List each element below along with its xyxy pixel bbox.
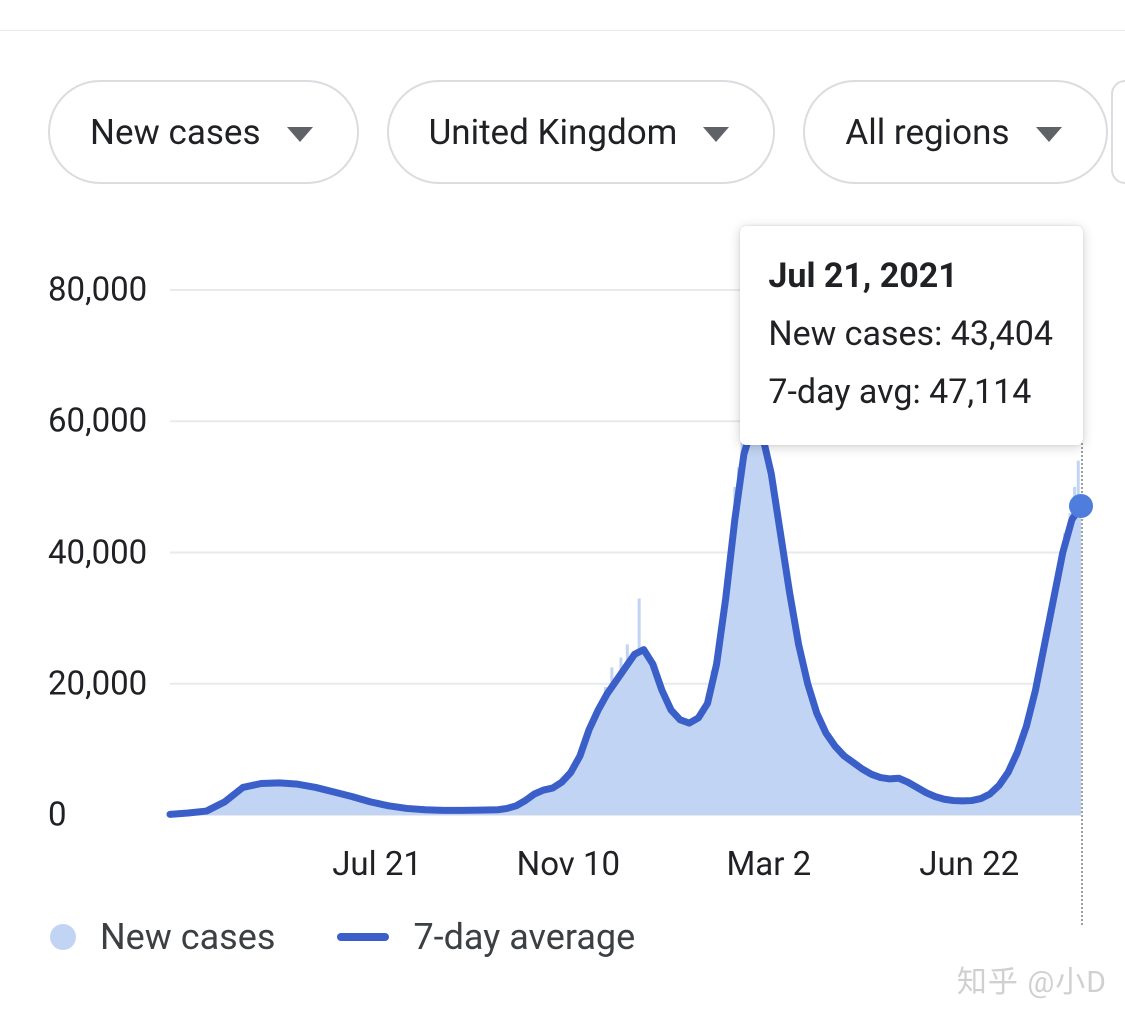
legend-label-newcases: New cases <box>100 916 275 958</box>
filter-overflow[interactable] <box>1111 80 1125 184</box>
x-axis-tick: Jun 22 <box>919 845 1019 884</box>
y-axis-tick: 80,000 <box>48 271 147 310</box>
filter-location-label: United Kingdom <box>429 112 678 153</box>
hover-marker <box>1069 494 1093 518</box>
filter-metric[interactable]: New cases <box>48 80 359 184</box>
tooltip: Jul 21, 2021 New cases: 43,404 7-day avg… <box>740 226 1083 445</box>
filter-row: New cases United Kingdom All regions <box>48 80 1108 184</box>
legend: New cases 7-day average <box>50 916 635 958</box>
y-axis-tick: 40,000 <box>48 533 147 572</box>
top-divider <box>0 30 1125 31</box>
filter-region-label: All regions <box>845 112 1009 153</box>
watermark: 知乎 @小D <box>957 957 1107 1001</box>
y-axis-tick: 60,000 <box>48 402 147 441</box>
filter-location[interactable]: United Kingdom <box>387 80 776 184</box>
y-axis-tick: 20,000 <box>48 664 147 703</box>
tooltip-row-newcases: New cases: 43,404 <box>768 306 1053 364</box>
legend-label-avg: 7-day average <box>413 916 635 958</box>
x-axis-tick: Nov 10 <box>517 845 620 884</box>
tooltip-date: Jul 21, 2021 <box>768 248 1053 306</box>
legend-swatch-newcases <box>50 924 76 950</box>
chevron-down-icon <box>287 127 313 142</box>
chevron-down-icon <box>1036 127 1062 142</box>
x-axis-tick: Mar 2 <box>726 845 811 884</box>
x-axis-tick: Jul 21 <box>332 845 422 884</box>
legend-swatch-avg <box>337 933 389 941</box>
chevron-down-icon <box>703 127 729 142</box>
filter-metric-label: New cases <box>90 112 261 153</box>
tooltip-row-avg: 7-day avg: 47,114 <box>768 364 1053 422</box>
filter-region[interactable]: All regions <box>803 80 1107 184</box>
y-axis-tick: 0 <box>48 796 67 835</box>
